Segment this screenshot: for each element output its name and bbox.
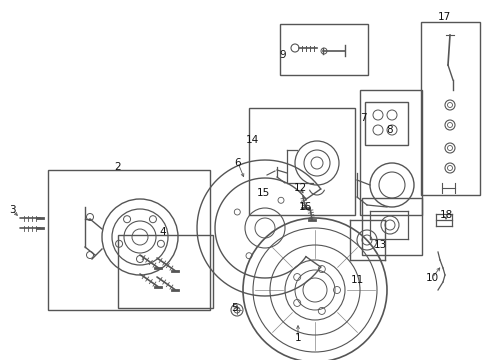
- Text: 3: 3: [9, 205, 15, 215]
- Text: 8: 8: [386, 125, 392, 135]
- Text: 9: 9: [279, 50, 286, 60]
- Text: 6: 6: [234, 158, 241, 168]
- Text: 2: 2: [115, 162, 121, 172]
- Text: 1: 1: [294, 333, 301, 343]
- Text: 12: 12: [293, 183, 306, 193]
- Text: 16: 16: [298, 202, 311, 212]
- Text: 14: 14: [245, 135, 258, 145]
- Text: 15: 15: [256, 188, 269, 198]
- Bar: [420, 22, 479, 195]
- Text: 5: 5: [231, 303, 238, 313]
- Text: 10: 10: [425, 273, 438, 283]
- Bar: [118, 235, 213, 308]
- Bar: [359, 90, 421, 215]
- Text: 11: 11: [350, 275, 363, 285]
- Text: 18: 18: [439, 210, 452, 220]
- Bar: [280, 24, 367, 75]
- Bar: [361, 198, 421, 255]
- Bar: [364, 102, 407, 145]
- Text: 17: 17: [436, 12, 450, 22]
- Text: 4: 4: [160, 227, 166, 237]
- Bar: [248, 108, 354, 215]
- Text: 13: 13: [373, 240, 386, 250]
- Text: 7: 7: [359, 113, 366, 123]
- Bar: [48, 170, 209, 310]
